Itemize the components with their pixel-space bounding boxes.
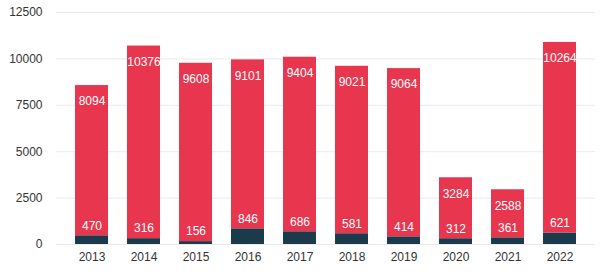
svg-text:2588: 2588 [495,199,522,213]
svg-text:2021: 2021 [495,250,522,264]
svg-text:2500: 2500 [16,191,43,205]
svg-text:312: 312 [446,222,466,236]
svg-text:316: 316 [134,221,154,235]
svg-text:3284: 3284 [443,187,470,201]
svg-text:686: 686 [290,215,310,229]
svg-text:8094: 8094 [79,94,106,108]
svg-text:2014: 2014 [131,250,158,264]
svg-text:2017: 2017 [287,250,314,264]
svg-text:2022: 2022 [547,250,574,264]
svg-text:414: 414 [394,220,414,234]
svg-text:9101: 9101 [235,69,262,83]
svg-text:10376: 10376 [127,55,161,69]
svg-text:9021: 9021 [339,75,366,89]
svg-text:846: 846 [238,212,258,226]
svg-text:5000: 5000 [16,145,43,159]
svg-text:2020: 2020 [443,250,470,264]
svg-text:621: 621 [550,216,570,230]
svg-text:2013: 2013 [79,250,106,264]
svg-text:156: 156 [186,224,206,238]
svg-text:2018: 2018 [339,250,366,264]
svg-text:2015: 2015 [183,250,210,264]
svg-text:361: 361 [498,221,518,235]
svg-text:10264: 10264 [543,51,577,65]
svg-text:470: 470 [82,219,102,233]
svg-text:2019: 2019 [391,250,418,264]
svg-text:10000: 10000 [9,52,43,66]
svg-text:0: 0 [36,237,43,251]
svg-text:581: 581 [342,217,362,231]
svg-text:12500: 12500 [9,5,43,19]
svg-text:7500: 7500 [16,98,43,112]
svg-text:9608: 9608 [183,72,210,86]
svg-text:2016: 2016 [235,250,262,264]
svg-text:9404: 9404 [287,66,314,80]
svg-text:9064: 9064 [391,77,418,91]
